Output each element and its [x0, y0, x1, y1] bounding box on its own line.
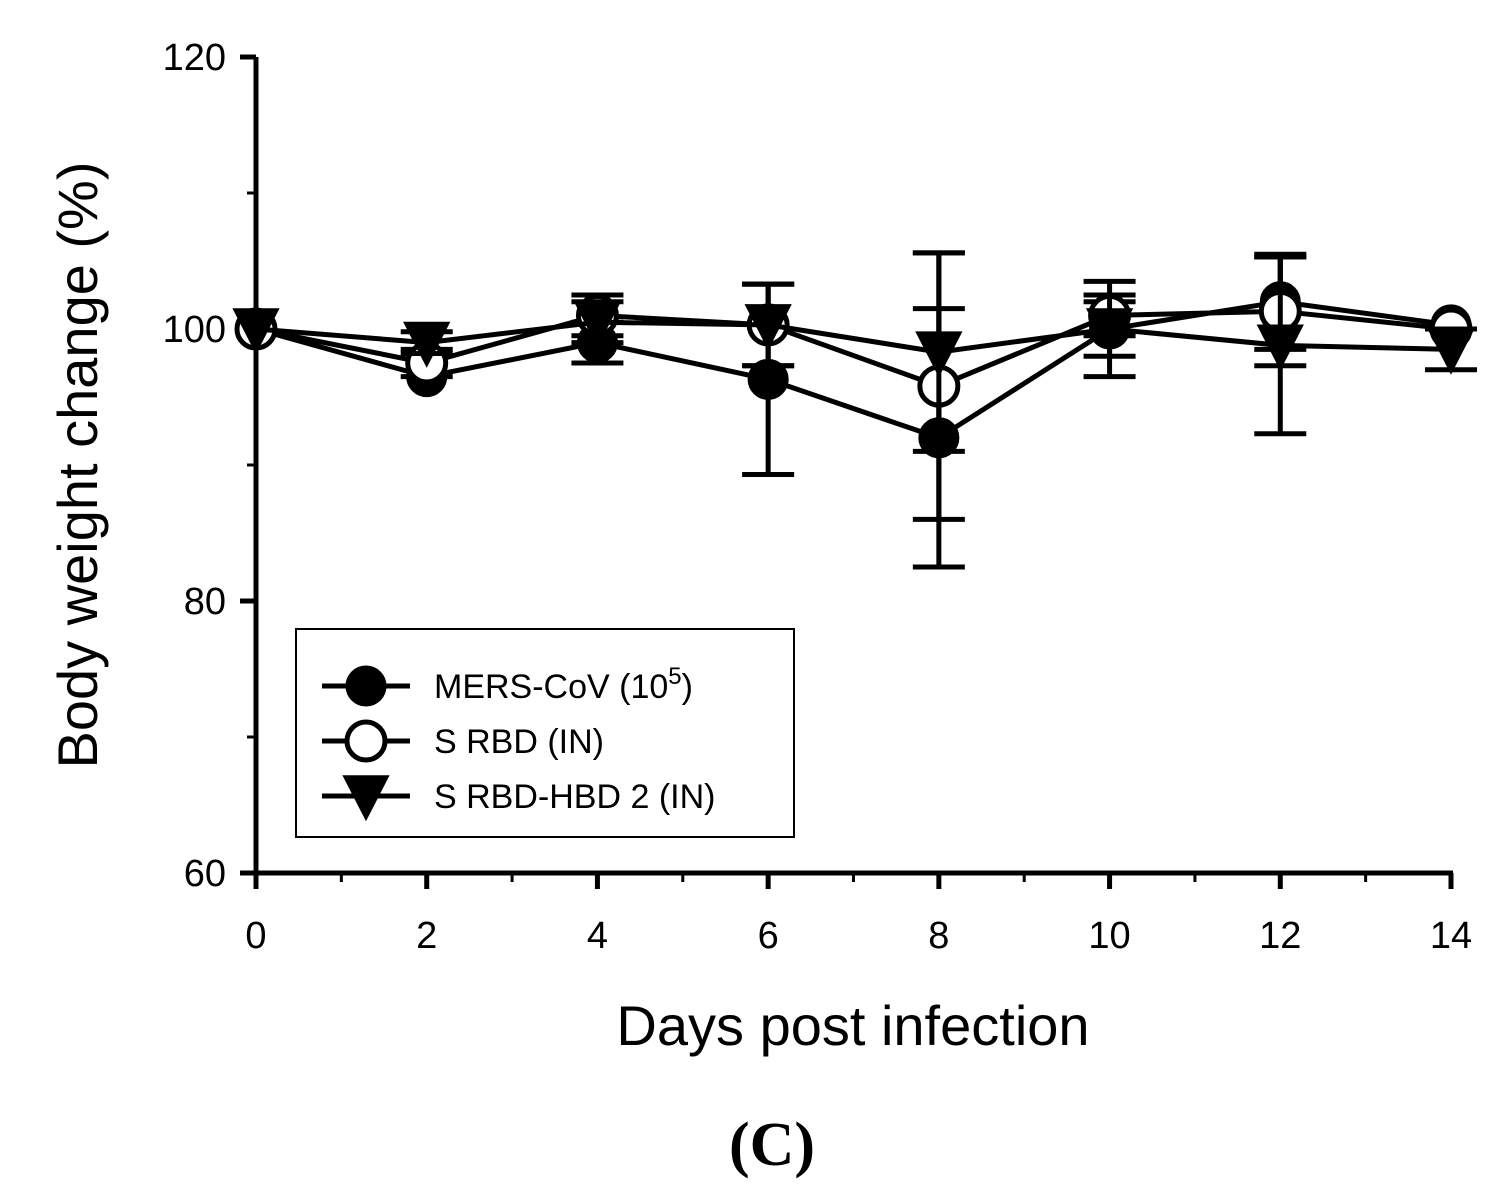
x-tick-label: 2	[416, 915, 437, 957]
x-tick-label: 8	[928, 915, 949, 957]
y-tick-label: 80	[184, 581, 226, 623]
data-point	[1085, 308, 1134, 355]
axes: 60 80 100 120 0 2 4 6 8 10 12 14	[163, 37, 1473, 957]
legend-label-superscript: 5	[668, 663, 681, 690]
x-tick-label: 12	[1259, 915, 1301, 957]
data-point	[1256, 324, 1304, 371]
legend-marker	[342, 775, 390, 822]
data-point	[744, 304, 792, 351]
legend-label: S RBD (IN)	[434, 723, 604, 761]
y-tick-label: 100	[163, 309, 226, 351]
legend-label: MERS-CoV (105)	[434, 663, 693, 706]
panel-label: (C)	[729, 1111, 815, 1179]
series-line	[255, 299, 1452, 441]
y-axis-title: Body weight change (%)	[46, 161, 109, 768]
series-3	[232, 250, 1477, 454]
y-tick-label: 60	[184, 853, 226, 895]
x-tick-label: 4	[587, 915, 608, 957]
legend: MERS-CoV (105) S RBD (IN) S RBD-HBD 2 (IN)	[295, 628, 795, 838]
data-point	[573, 301, 622, 348]
series-line	[255, 319, 1452, 355]
x-tick-label: 0	[245, 915, 266, 957]
data-point	[915, 331, 963, 378]
x-tick-label: 6	[758, 915, 779, 957]
legend-label: S RBD-HBD 2 (IN)	[434, 778, 715, 816]
data-point	[232, 308, 280, 355]
x-axis-title: Days post infection	[616, 994, 1089, 1057]
data-point	[1427, 328, 1475, 375]
legend-label-suffix: )	[682, 668, 693, 706]
series-layer	[232, 250, 1477, 570]
data-point	[403, 321, 451, 368]
legend-marker	[345, 665, 387, 707]
series-line	[255, 308, 1452, 389]
x-tick-label: 14	[1430, 915, 1472, 957]
x-tick-label: 10	[1088, 915, 1130, 957]
legend-marker	[344, 719, 388, 763]
y-tick-label: 120	[163, 37, 226, 79]
